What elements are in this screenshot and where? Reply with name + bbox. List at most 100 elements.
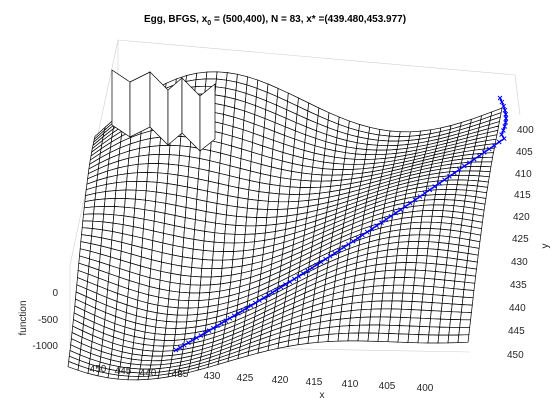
- mesh-cell: [157, 163, 169, 175]
- y-tick: 435: [510, 280, 527, 291]
- mesh-cell: [307, 335, 320, 344]
- x-tick: 435: [172, 369, 189, 380]
- mesh-cell: [146, 172, 159, 183]
- mesh-cell: [179, 145, 191, 158]
- path-point: [248, 303, 254, 308]
- mesh-cell: [245, 216, 258, 227]
- mesh-cell: [452, 288, 465, 298]
- path-point: [355, 235, 361, 241]
- mesh-cell: [388, 324, 400, 335]
- mesh-cell: [256, 208, 268, 218]
- mesh-cell: [415, 262, 427, 272]
- mesh-cell: [387, 333, 400, 343]
- mesh-cell: [201, 259, 213, 270]
- y-tick: 445: [508, 326, 525, 337]
- mesh-cell: [405, 262, 417, 271]
- mesh-cell: [166, 173, 179, 186]
- mesh-cell: [416, 247, 429, 257]
- mesh-cell: [437, 334, 450, 344]
- mesh-cell: [358, 324, 370, 334]
- mesh-cell: [168, 145, 181, 156]
- mesh-cell: [410, 215, 423, 224]
- path-point: [452, 170, 457, 176]
- path-point: [393, 210, 399, 216]
- mesh-cell: [390, 308, 402, 318]
- mesh-cell: [418, 326, 431, 336]
- x-tick: 445: [115, 366, 132, 377]
- mesh-cell: [176, 307, 189, 316]
- mesh-cell: [247, 198, 259, 210]
- mesh-cell: [158, 145, 171, 155]
- mesh-cell: [125, 181, 138, 191]
- x-tick: 410: [342, 379, 359, 390]
- mesh-cell: [167, 298, 180, 309]
- mesh-cell: [398, 325, 410, 335]
- path-point: [227, 315, 233, 321]
- mesh-cell: [215, 203, 228, 216]
- mesh-cell: [189, 284, 201, 294]
- y-tick: 410: [515, 169, 532, 180]
- optimization-path: [173, 95, 509, 353]
- mesh-cell: [155, 319, 167, 329]
- path-point: [202, 330, 208, 336]
- mesh-cell: [222, 251, 234, 261]
- mesh-cell: [348, 324, 360, 334]
- mesh-cell: [202, 240, 215, 252]
- surface-mesh: [67, 69, 503, 381]
- mesh-cell: [394, 269, 406, 278]
- mesh-cell: [480, 161, 493, 168]
- path-point: [422, 190, 428, 196]
- mesh-cell: [388, 130, 401, 137]
- mesh-cell: [164, 334, 176, 341]
- mesh-cell: [442, 287, 455, 297]
- path-point: [379, 220, 384, 225]
- mesh-cell: [381, 292, 394, 302]
- mesh-cell: [435, 256, 448, 266]
- mesh-cell: [340, 310, 352, 320]
- mesh-cell: [451, 295, 464, 305]
- path-point: [461, 163, 467, 169]
- mesh-cell: [200, 276, 212, 286]
- mesh-cell: [439, 318, 451, 328]
- path-point: [503, 120, 509, 125]
- mesh-cell: [432, 204, 445, 212]
- mesh-cell: [290, 170, 303, 181]
- y-tick: 450: [507, 350, 524, 361]
- mesh-cell: [462, 289, 475, 299]
- mesh-cell: [376, 144, 389, 151]
- mesh-cell: [310, 173, 323, 182]
- mesh-cell: [404, 269, 416, 279]
- mesh-cell: [141, 355, 153, 362]
- path-point: [457, 167, 462, 172]
- mesh-cell: [140, 359, 153, 366]
- path-point: [412, 197, 418, 203]
- mesh-cell: [194, 78, 207, 87]
- mesh-cell: [247, 189, 260, 201]
- y-axis-label: y: [540, 244, 551, 249]
- path-point: [323, 256, 328, 262]
- mesh-cell: [202, 250, 214, 261]
- path-point: [309, 265, 315, 271]
- y-tick: 415: [514, 190, 531, 201]
- path-point: [427, 187, 433, 193]
- mesh-cell: [246, 207, 258, 218]
- mesh-cell: [431, 210, 444, 217]
- mesh-cell: [258, 182, 271, 194]
- mesh-cell: [384, 262, 397, 272]
- mesh-cell: [93, 198, 106, 208]
- mesh-cell: [451, 303, 463, 313]
- mesh-cell: [320, 174, 333, 182]
- mesh-cell: [359, 316, 371, 326]
- axes-box-edge: [514, 74, 521, 116]
- mesh-cell: [456, 179, 469, 186]
- path-point: [332, 250, 338, 256]
- mesh-cell: [167, 77, 183, 146]
- mesh-cell: [424, 270, 436, 280]
- mesh-cell: [417, 241, 430, 250]
- mesh-cell: [214, 222, 227, 235]
- mesh-cell: [444, 194, 457, 201]
- mesh-cell: [402, 284, 415, 294]
- path-point: [417, 194, 423, 199]
- mesh-cell: [373, 270, 386, 280]
- mesh-cell: [392, 284, 405, 294]
